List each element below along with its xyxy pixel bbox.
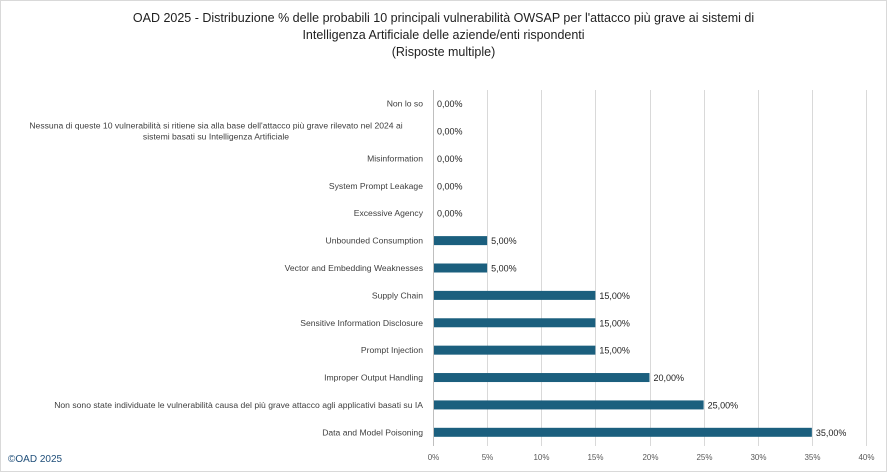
x-tick-label: 25% (696, 453, 712, 462)
data-label: 0,00% (437, 154, 463, 164)
x-tick-label: 15% (587, 453, 603, 462)
category-label: Non lo so (387, 99, 424, 109)
data-label: 0,00% (437, 209, 463, 219)
bar (434, 263, 488, 273)
data-label: 0,00% (437, 181, 463, 191)
category-label: sistemi basati su Intelligenza Artificia… (143, 132, 289, 142)
x-tick-label: 35% (804, 453, 820, 462)
data-label: 0,00% (437, 99, 463, 109)
x-tick-label: 20% (642, 453, 658, 462)
x-tick-label: 40% (858, 453, 874, 462)
bar (434, 290, 596, 300)
x-tick-label: 5% (482, 453, 494, 462)
x-tick-label: 10% (533, 453, 549, 462)
category-label: Improper Output Handling (324, 373, 423, 383)
category-label: Unbounded Consumption (326, 236, 424, 246)
chart-title-line-1: OAD 2025 - Distribuzione % delle probabi… (132, 11, 755, 25)
data-label: 25,00% (708, 400, 739, 410)
chart-title-line-2: Intelligenza Artificiale delle aziende/e… (302, 28, 585, 42)
data-label: 15,00% (599, 346, 630, 356)
chart-title-line-3: (Risposte multiple) (391, 45, 496, 59)
bar (434, 400, 704, 410)
category-label: Data and Model Poisoning (322, 427, 423, 437)
data-label: 0,00% (437, 127, 463, 137)
bar (434, 373, 650, 383)
chart-title: OAD 2025 - Distribuzione % delle probabi… (0, 10, 887, 61)
data-label: 5,00% (491, 236, 517, 246)
data-label: 15,00% (599, 318, 630, 328)
x-tick-label: 0% (428, 453, 440, 462)
bar (434, 427, 812, 437)
x-tick-label: 30% (750, 453, 766, 462)
category-label: Prompt Injection (361, 345, 423, 355)
bar (434, 345, 596, 355)
category-label: System Prompt Leakage (329, 181, 423, 191)
category-label: Excessive Agency (354, 208, 424, 218)
data-label: 20,00% (654, 373, 685, 383)
category-label: Misinformation (367, 153, 423, 163)
category-label: Supply Chain (372, 290, 423, 300)
data-label: 35,00% (816, 428, 847, 438)
copyright-footer: ©OAD 2025 (8, 454, 63, 465)
data-label: 5,00% (491, 264, 517, 274)
bar (434, 318, 596, 328)
data-label: 15,00% (599, 291, 630, 301)
category-label: Vector and Embedding Weaknesses (285, 263, 423, 273)
bar (434, 236, 488, 246)
category-label: Sensitive Information Disclosure (300, 318, 423, 328)
category-label: Nessuna di queste 10 vulnerabilità si ri… (29, 121, 402, 131)
category-label: Non sono state individuate le vulnerabil… (54, 400, 423, 410)
